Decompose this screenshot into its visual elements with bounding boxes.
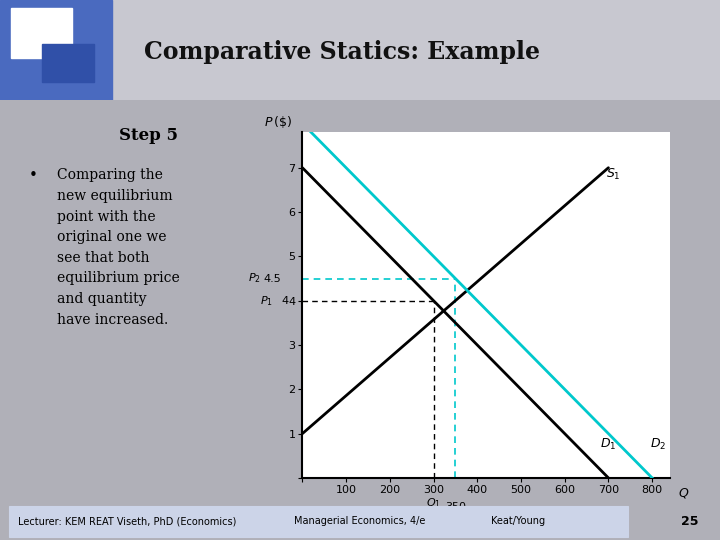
Text: $D_1$: $D_1$ — [600, 437, 616, 452]
Text: Lecturer: KEM REAT Viseth, PhD (Economics): Lecturer: KEM REAT Viseth, PhD (Economic… — [18, 516, 236, 526]
Text: $P_2$: $P_2$ — [248, 272, 261, 286]
Text: $P\,(\$)$: $P\,(\$)$ — [264, 114, 292, 130]
Text: 350: 350 — [445, 502, 466, 512]
Text: Comparative Statics: Example: Comparative Statics: Example — [144, 40, 540, 64]
Text: Keat/Young: Keat/Young — [491, 516, 546, 526]
Text: Managerial Economics, 4/e: Managerial Economics, 4/e — [294, 516, 426, 526]
Text: 25: 25 — [681, 515, 698, 528]
Bar — [42, 44, 94, 82]
Bar — [9, 506, 628, 537]
Bar — [0, 0, 112, 100]
Text: $D_2$: $D_2$ — [650, 437, 666, 452]
Text: $Q_1$: $Q_1$ — [426, 496, 441, 510]
Text: 4.5: 4.5 — [264, 274, 282, 284]
Text: •: • — [29, 168, 37, 184]
Text: Step 5: Step 5 — [120, 127, 179, 144]
Bar — [11, 8, 72, 58]
Text: $Q_2$: $Q_2$ — [448, 514, 463, 527]
Text: Comparing the
new equilibrium
point with the
original one we
see that both
equil: Comparing the new equilibrium point with… — [57, 168, 179, 327]
Text: $S_1$: $S_1$ — [606, 167, 621, 182]
Text: 4: 4 — [282, 296, 289, 306]
Text: $Q$: $Q$ — [678, 486, 690, 500]
Text: $P_1$: $P_1$ — [260, 294, 273, 308]
